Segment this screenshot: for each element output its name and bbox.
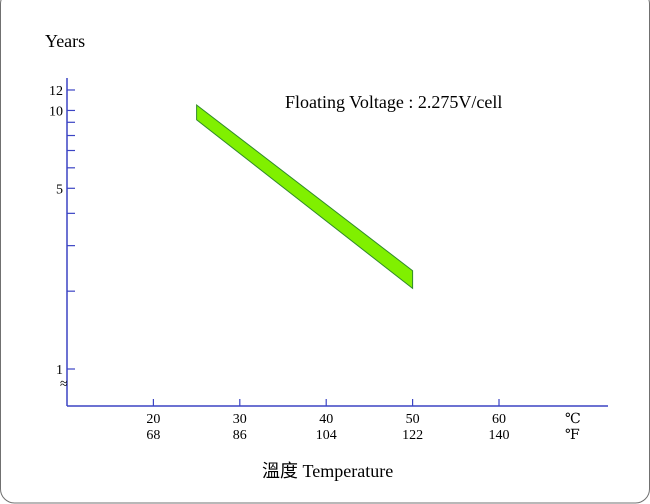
y-tick-label-1: 1 (56, 363, 63, 378)
x-tick-label-c-30: 30 (233, 412, 247, 427)
axes (66, 78, 608, 407)
x-tick-label-c-40: 40 (319, 412, 333, 427)
x-tick-label-f-86: 86 (233, 428, 247, 443)
x-axis-label: 溫度 Temperature (262, 461, 393, 481)
axis-break-symbol: ≈ (60, 377, 68, 392)
x-tick-label-c-20: 20 (146, 412, 160, 427)
y-tick-label-10: 10 (49, 104, 63, 119)
x-tick-label-f-104: 104 (316, 428, 337, 443)
x-tick-label-f-140: 140 (489, 428, 510, 443)
x-tick-label-f-122: 122 (402, 428, 423, 443)
x-tick-label-c-50: 50 (406, 412, 420, 427)
y-tick-label-12: 12 (49, 84, 63, 99)
y-axis-label: Years (45, 31, 85, 51)
celsius-unit: ℃ (565, 412, 581, 427)
life-band (196, 103, 414, 290)
fahrenheit-unit: ℉ (565, 428, 580, 443)
annotation-label: Floating Voltage : 2.275V/cell (285, 92, 502, 112)
x-tick-label-c-60: 60 (492, 412, 506, 427)
y-tick-label-5: 5 (56, 182, 63, 197)
x-tick-label-f-68: 68 (146, 428, 160, 443)
band-layer (196, 103, 414, 290)
